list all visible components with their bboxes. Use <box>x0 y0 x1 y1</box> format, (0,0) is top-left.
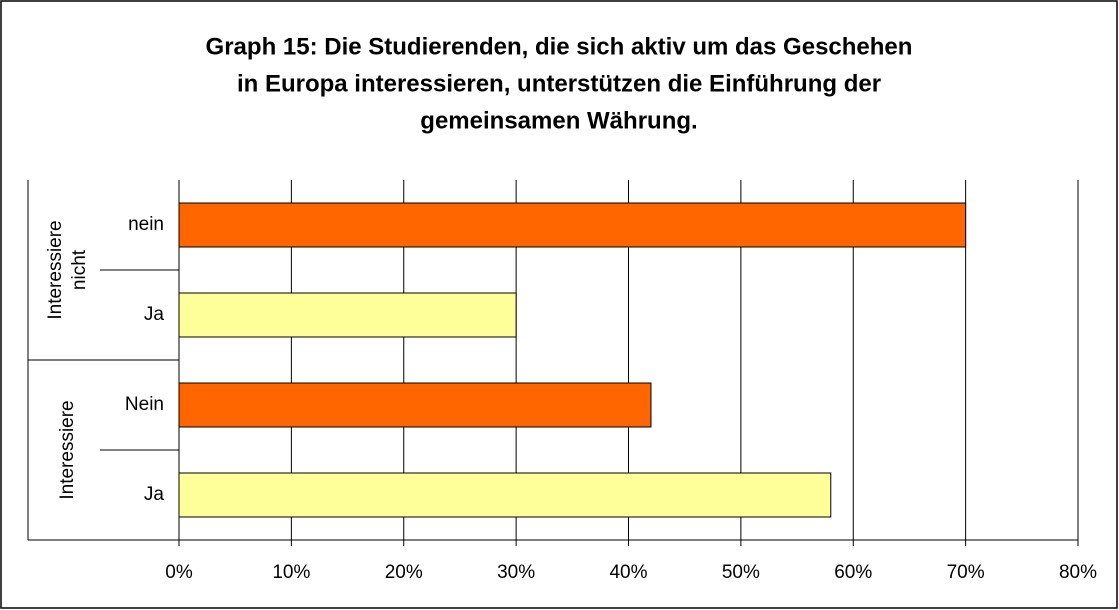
chart-title: gemeinsamen Währung. <box>420 107 697 134</box>
bar <box>178 382 652 428</box>
x-tick-label: 80% <box>1059 562 1097 583</box>
bar <box>178 472 832 518</box>
x-tick-label: 60% <box>834 562 872 583</box>
y-tick-label: Nein <box>125 394 164 415</box>
y-tick-label: nein <box>128 214 164 235</box>
x-tick-label: 70% <box>947 562 985 583</box>
group-label: Interessiere <box>57 400 78 499</box>
x-tick-label: 20% <box>385 562 423 583</box>
group-label: nicht <box>69 249 90 290</box>
y-tick-label: Ja <box>144 484 165 505</box>
chart-title: Graph 15: Die Studierenden, die sich akt… <box>206 33 913 60</box>
chart-title: in Europa interessieren, unterstützen di… <box>237 70 881 97</box>
x-tick-label: 50% <box>722 562 760 583</box>
bar <box>178 292 517 338</box>
group-label: Interessiere <box>45 220 66 319</box>
x-tick-label: 30% <box>497 562 535 583</box>
y-tick-label: Ja <box>144 304 165 325</box>
x-tick-label: 40% <box>609 562 647 583</box>
x-tick-label: 0% <box>165 562 193 583</box>
x-tick-label: 10% <box>272 562 310 583</box>
bar <box>178 202 967 248</box>
